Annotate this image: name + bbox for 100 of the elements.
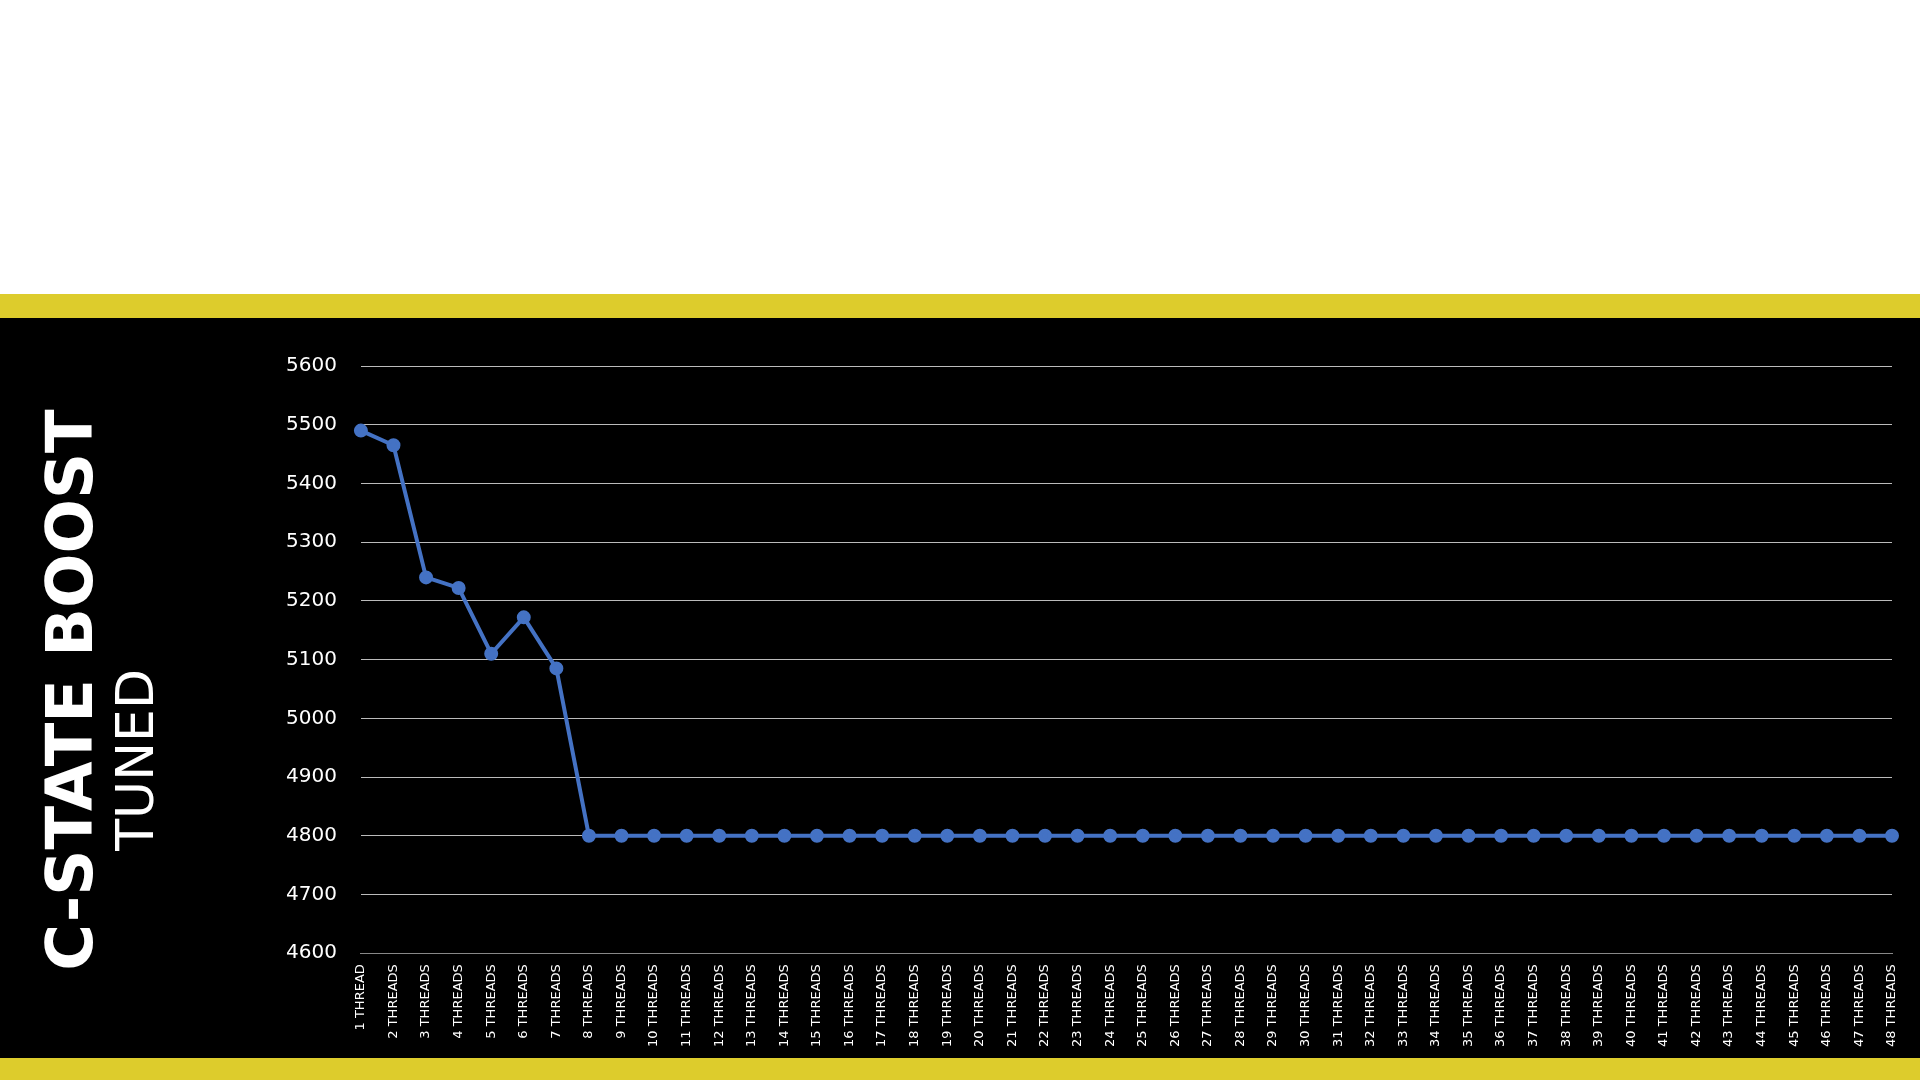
- y-tick-label: 4900: [285, 763, 337, 788]
- point: [1722, 828, 1737, 843]
- x-tick-label: 47 THREADS: [1850, 964, 1866, 1047]
- x-tick-label: 33 THREADS: [1394, 964, 1410, 1047]
- x-tick-label: 22 THREADS: [1036, 964, 1052, 1047]
- y-tick-label: 5200: [285, 587, 337, 612]
- point: [1885, 828, 1899, 843]
- point: [1656, 828, 1671, 843]
- point: [1200, 828, 1215, 843]
- x-tick-label: 32 THREADS: [1362, 964, 1378, 1047]
- x-tick-label: 24 THREADS: [1101, 964, 1117, 1047]
- point: [516, 610, 531, 625]
- x-tick-label: 25 THREADS: [1134, 964, 1150, 1047]
- point: [1233, 828, 1248, 843]
- x-tick-label: 15 THREADS: [808, 964, 824, 1047]
- y-tick-label: 5100: [285, 645, 337, 670]
- point: [1135, 828, 1150, 843]
- x-tick-label: 48 THREADS: [1883, 964, 1899, 1047]
- point: [549, 661, 564, 676]
- point: [1428, 828, 1443, 843]
- point: [907, 828, 922, 843]
- x-tick-label: 8 THREADS: [580, 964, 596, 1039]
- x-tick-label: 43 THREADS: [1720, 964, 1736, 1047]
- point: [419, 570, 434, 585]
- point: [1559, 828, 1574, 843]
- x-tick-label: 9 THREADS: [612, 964, 628, 1039]
- y-tick-label: 4700: [285, 880, 337, 905]
- point: [484, 646, 499, 661]
- x-tick-label: 21 THREADS: [1003, 964, 1019, 1047]
- x-tick-label: 18 THREADS: [906, 964, 922, 1047]
- x-tick-label: 6 THREADS: [515, 964, 531, 1039]
- point: [1689, 828, 1704, 843]
- point: [1103, 828, 1118, 843]
- point: [1005, 828, 1020, 843]
- y-tick-label: 4600: [285, 939, 337, 964]
- text: TUNED: [105, 668, 165, 853]
- point: [940, 828, 955, 843]
- y-tick-label: 5600: [285, 352, 337, 377]
- x-tick-label: 12 THREADS: [710, 964, 726, 1047]
- point: [1070, 828, 1085, 843]
- x-tick-label: 41 THREADS: [1655, 964, 1671, 1047]
- point: [1298, 828, 1313, 843]
- x-tick-label: 26 THREADS: [1166, 964, 1182, 1047]
- point: [386, 438, 401, 453]
- point: [1819, 828, 1834, 843]
- y-tick-label: 5300: [285, 528, 337, 553]
- point: [1396, 828, 1411, 843]
- x-tick-label: 28 THREADS: [1231, 964, 1247, 1047]
- x-tick-label: 5 THREADS: [482, 964, 498, 1039]
- point: [744, 828, 759, 843]
- x-tick-label: 16 THREADS: [840, 964, 856, 1047]
- point: [581, 828, 596, 843]
- point: [1038, 828, 1053, 843]
- point: [1461, 828, 1476, 843]
- point: [972, 828, 987, 843]
- x-tick-label: 39 THREADS: [1590, 964, 1606, 1047]
- point: [1494, 828, 1509, 843]
- point: [777, 828, 792, 843]
- text: C-STATE BOOST: [33, 409, 107, 971]
- point: [1526, 828, 1541, 843]
- x-tick-label: 31 THREADS: [1329, 964, 1345, 1047]
- x-tick-label: 34 THREADS: [1427, 964, 1443, 1047]
- x-tick-label: 11 THREADS: [678, 964, 694, 1047]
- x-tick-label: 14 THREADS: [775, 964, 791, 1047]
- x-tick-label: 44 THREADS: [1753, 964, 1769, 1047]
- x-tick-label: 20 THREADS: [971, 964, 987, 1047]
- point: [1754, 828, 1769, 843]
- x-tick-label: 42 THREADS: [1687, 964, 1703, 1047]
- y-tick-label: 4800: [285, 821, 337, 846]
- point: [451, 580, 466, 595]
- x-tick-label: 10 THREADS: [645, 964, 661, 1047]
- point: [647, 828, 662, 843]
- x-tick-label: 27 THREADS: [1199, 964, 1215, 1047]
- x-tick-label: 4 THREADS: [450, 964, 465, 1039]
- point: [809, 828, 824, 843]
- x-tick-label: 7 THREADS: [547, 964, 563, 1039]
- x-tick-label: 17 THREADS: [873, 964, 889, 1047]
- point: [1331, 828, 1346, 843]
- point: [1624, 828, 1639, 843]
- x-tick-label: 45 THREADS: [1785, 964, 1801, 1047]
- x-tick-label: 46 THREADS: [1818, 964, 1834, 1047]
- x-tick-label: 23 THREADS: [1068, 964, 1084, 1047]
- point: [353, 423, 368, 438]
- x-tick-label: 19 THREADS: [938, 964, 954, 1047]
- x-tick-label: 29 THREADS: [1264, 964, 1280, 1047]
- x-tick-label: 2 THREADS: [384, 964, 400, 1039]
- x-tick-label: 1 THREAD: [352, 964, 368, 1031]
- x-tick-label: 3 THREADS: [417, 964, 433, 1039]
- point: [875, 828, 890, 843]
- point: [842, 828, 857, 843]
- point: [1168, 828, 1183, 843]
- y-tick-label: 5500: [285, 410, 337, 435]
- point: [1591, 828, 1606, 843]
- y-tick-label: 5400: [285, 469, 337, 494]
- point: [712, 828, 727, 843]
- x-tick-label: 36 THREADS: [1492, 964, 1508, 1047]
- x-tick-label: 38 THREADS: [1557, 964, 1573, 1047]
- y-tick-label: 5000: [285, 704, 337, 729]
- x-tick-label: 37 THREADS: [1525, 964, 1541, 1047]
- x-tick-label: 40 THREADS: [1622, 964, 1638, 1047]
